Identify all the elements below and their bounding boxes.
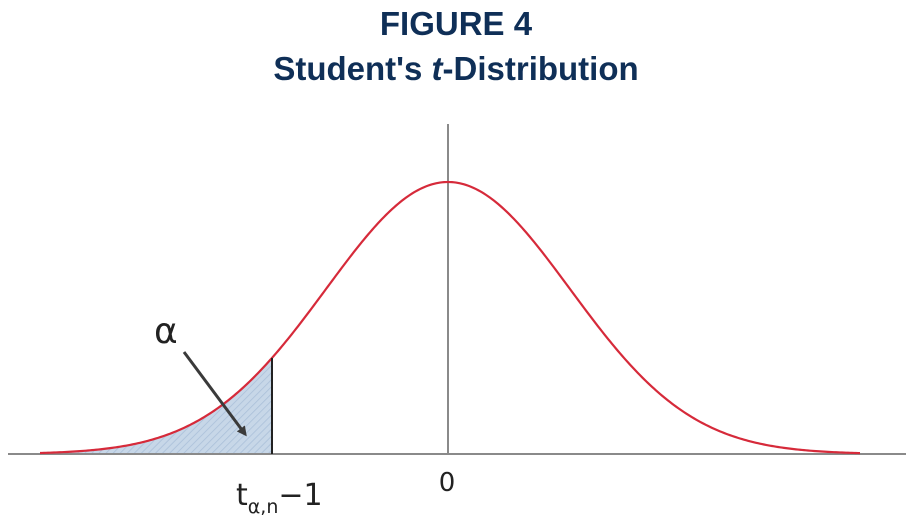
figure-title: Student's t-Distribution (0, 49, 912, 89)
critical-value-label: tα,n−1 (236, 478, 323, 518)
alpha-label: α (154, 311, 178, 352)
alpha-arrow (182, 351, 247, 437)
alpha-tail-area (40, 357, 272, 454)
figure-title-italic: t (431, 50, 443, 87)
critical-label-suffix: −1 (278, 478, 322, 513)
density-curve (39, 180, 861, 455)
figure-title-suffix: -Distribution (442, 50, 639, 87)
zero-tick-label: 0 (439, 468, 456, 498)
critical-label-main: t (236, 478, 248, 513)
figure-title-prefix: Student's (273, 50, 432, 87)
figure-number: FIGURE 4 (379, 5, 533, 42)
critical-label-subscript: α,n (248, 496, 279, 518)
